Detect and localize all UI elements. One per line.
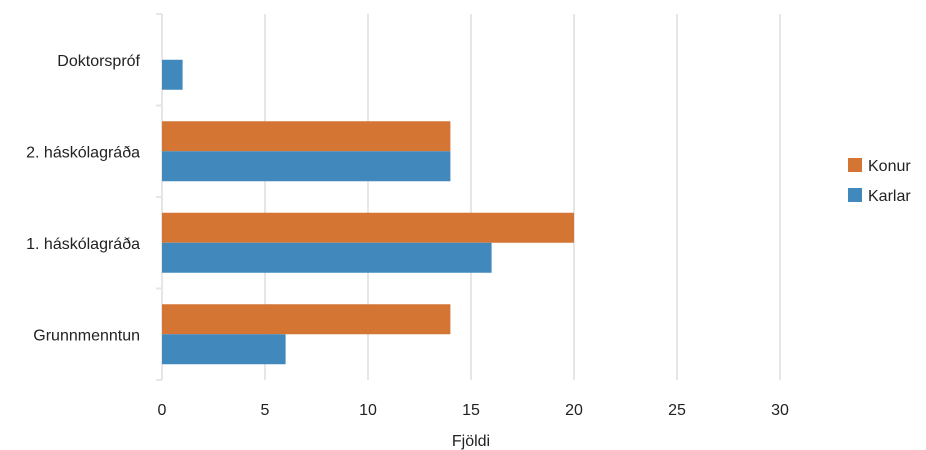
legend-swatch: [848, 188, 862, 202]
y-tick-label: Doktorspróf: [57, 53, 140, 70]
x-tick-label: 10: [359, 402, 377, 419]
y-tick-label: 1. háskólagráða: [26, 236, 140, 253]
x-axis-title: Fjöldi: [452, 433, 490, 450]
y-axis: [156, 13, 163, 381]
bar-karlar: [162, 59, 183, 90]
x-tick-label: 0: [158, 402, 167, 419]
bar-konur: [162, 212, 574, 243]
legend-label: Konur: [868, 158, 911, 175]
bars: [162, 59, 574, 365]
bar-karlar: [162, 151, 451, 182]
x-axis-ticks: 0 5 10 15 20 25 30: [158, 402, 789, 419]
x-tick-label: 15: [462, 402, 480, 419]
x-tick-label: 20: [565, 402, 583, 419]
x-tick-label: 30: [771, 402, 789, 419]
y-tick-label: Grunnmenntun: [33, 327, 140, 344]
bar-karlar: [162, 242, 492, 273]
y-tick-label: 2. háskólagráða: [26, 144, 140, 161]
bar-konur: [162, 304, 451, 335]
legend: Konur Karlar: [848, 158, 911, 205]
legend-swatch: [848, 158, 862, 172]
bar-konur: [162, 121, 451, 152]
x-tick-label: 25: [668, 402, 686, 419]
bar-karlar: [162, 334, 286, 365]
legend-label: Karlar: [868, 188, 911, 205]
x-tick-label: 5: [261, 402, 270, 419]
y-axis-ticks: Doktorspróf 2. háskólagráða 1. háskólagráð…: [26, 53, 140, 345]
